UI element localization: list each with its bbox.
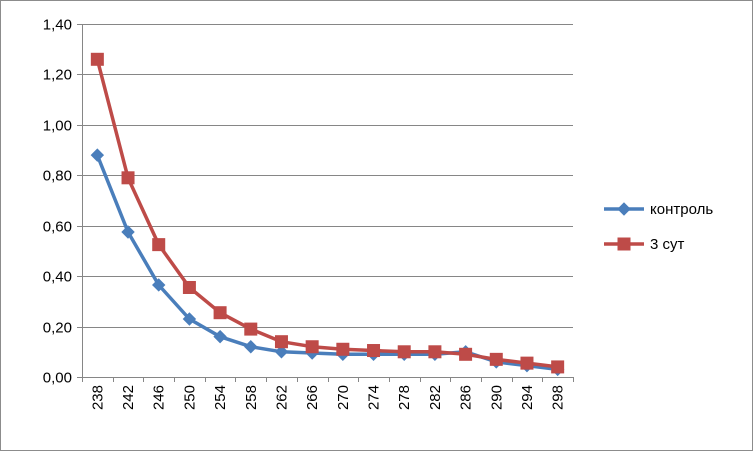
legend-marker xyxy=(617,237,631,251)
series-line xyxy=(95,154,558,372)
data-point xyxy=(90,52,104,66)
data-point xyxy=(274,335,288,349)
data-point xyxy=(90,148,105,162)
x-tick-label: 282 xyxy=(427,385,444,410)
series-1 xyxy=(90,148,565,377)
legend-item: 3 сут xyxy=(604,236,685,253)
y-tick-label: 0,40 xyxy=(43,269,72,286)
legend-item: контроль xyxy=(604,201,713,218)
data-point xyxy=(213,306,227,320)
x-tick-label: 254 xyxy=(212,385,229,410)
data-point xyxy=(152,238,166,252)
x-tick-label: 290 xyxy=(488,385,505,410)
data-point xyxy=(182,312,197,326)
data-point xyxy=(182,280,196,294)
series xyxy=(90,52,565,377)
series-line xyxy=(95,58,558,369)
series-2 xyxy=(90,52,565,374)
data-point xyxy=(213,329,227,344)
gridlines xyxy=(82,24,573,328)
legend-label: 3 сут xyxy=(650,236,685,253)
data-point xyxy=(336,342,350,356)
x-tick-label: 238 xyxy=(89,385,106,410)
legend: контроль 3 сут xyxy=(604,201,713,253)
x-tick-label: 270 xyxy=(335,385,352,410)
y-tick-label: 0,00 xyxy=(43,370,72,387)
data-point xyxy=(244,322,258,336)
y-tick-label: 1,20 xyxy=(43,67,72,84)
axes xyxy=(77,24,574,382)
data-point xyxy=(152,278,166,292)
y-tick-label: 0,20 xyxy=(43,320,72,337)
data-point xyxy=(489,352,503,366)
x-tick-label: 274 xyxy=(366,385,383,410)
data-point xyxy=(397,345,411,359)
x-tick-label: 266 xyxy=(304,385,321,410)
y-tick-label: 0,80 xyxy=(43,168,72,185)
data-point xyxy=(428,345,442,359)
x-tick-label: 246 xyxy=(151,385,168,410)
data-point xyxy=(244,340,258,354)
y-tick-label: 1,40 xyxy=(43,17,72,34)
y-tick-label: 0,60 xyxy=(43,219,72,236)
x-tick-label: 298 xyxy=(550,385,567,410)
x-tick-label: 242 xyxy=(120,385,137,410)
data-point xyxy=(121,171,135,185)
data-point xyxy=(274,345,289,359)
x-tick-label: 250 xyxy=(181,385,198,410)
legend-marker xyxy=(617,202,631,216)
x-tick-label: 278 xyxy=(396,385,413,410)
legend-label: контроль xyxy=(650,201,713,218)
x-tick-label: 258 xyxy=(243,385,260,410)
data-point xyxy=(551,360,565,374)
x-tick-label: 294 xyxy=(519,385,536,410)
x-tick-label: 286 xyxy=(458,385,475,410)
data-point xyxy=(459,347,473,361)
data-point xyxy=(367,344,381,358)
data-point xyxy=(520,356,534,370)
y-tick-labels: 0,00 0,20 0,40 0,60 0,80 1,00 1,20 1,40 xyxy=(43,17,72,387)
x-tick-label: 262 xyxy=(273,385,290,410)
x-tick-labels: 238 242 246 250 254 258 262 266 270 274 278 282 286 2… xyxy=(89,385,566,410)
data-point xyxy=(121,225,135,239)
y-tick-label: 1,00 xyxy=(43,118,72,135)
data-point xyxy=(305,340,319,354)
